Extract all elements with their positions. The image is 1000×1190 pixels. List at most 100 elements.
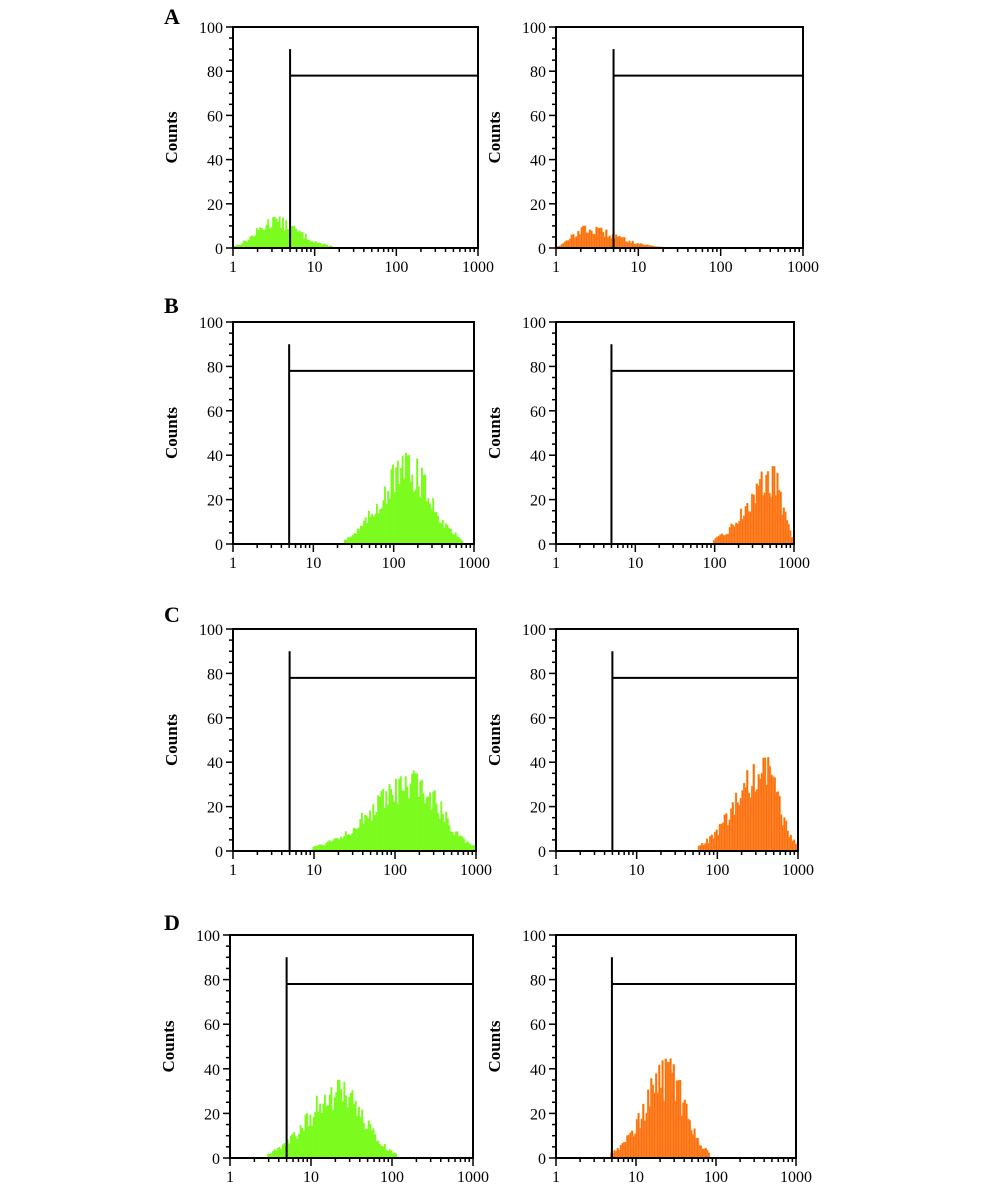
- histogram-bar: [369, 810, 371, 851]
- histogram-bar: [355, 533, 358, 544]
- histogram-bar: [304, 1114, 307, 1158]
- x-tick-label: 1: [552, 259, 560, 276]
- histogram-bar: [325, 1106, 328, 1158]
- histogram-bar: [250, 235, 253, 248]
- histogram-bar: [429, 792, 431, 851]
- histogram-bar: [336, 1079, 339, 1158]
- histogram-a-green: 0 20 40 60 80 100 1 10 100 1000 Counts: [162, 20, 494, 276]
- histogram-bar: [443, 822, 446, 851]
- histogram-bars-a-green: [233, 216, 333, 248]
- y-tick-label: 40: [204, 1062, 220, 1079]
- histogram-bars-b-green: [343, 452, 464, 544]
- y-tick-label: 80: [207, 666, 223, 683]
- y-axis-title: Counts: [485, 714, 504, 766]
- histogram-bar: [339, 836, 342, 851]
- histogram-bar: [432, 498, 435, 544]
- histogram-bar: [430, 809, 433, 851]
- histogram-bar: [340, 1089, 343, 1158]
- histogram-bar: [358, 529, 361, 544]
- y-tick-label: 0: [538, 241, 546, 258]
- histogram-bar: [354, 828, 357, 851]
- histogram-bar: [448, 825, 451, 851]
- histogram-bar: [320, 844, 323, 851]
- histogram-bar: [422, 475, 425, 544]
- histogram-bar: [373, 814, 376, 851]
- x-tick-label: 100: [704, 1169, 728, 1186]
- histogram-bar: [463, 838, 465, 851]
- histogram-bar: [306, 239, 309, 248]
- histogram-bar: [343, 836, 346, 851]
- histogram-bar: [345, 539, 348, 544]
- histogram-bar: [438, 818, 441, 851]
- histogram-bar: [237, 245, 240, 248]
- histogram-bar: [282, 217, 284, 248]
- histogram-bar: [333, 838, 336, 851]
- x-tick-label: 10: [627, 555, 643, 572]
- row-label-a: A: [164, 4, 180, 29]
- row-label-d: D: [164, 910, 180, 935]
- histogram-bar: [372, 804, 375, 851]
- histogram-bar: [335, 837, 337, 851]
- y-tick-label: 40: [530, 448, 546, 465]
- histogram-bar: [304, 233, 307, 248]
- histogram-bar: [329, 245, 332, 248]
- x-tick-label: 1000: [780, 1169, 812, 1186]
- row-label-b: B: [164, 293, 179, 318]
- y-tick-label: 20: [530, 197, 546, 214]
- histogram-d-green: 0 20 40 60 80 100 1 10 100 1000 Counts: [159, 928, 489, 1186]
- histogram-bar: [242, 240, 245, 248]
- histogram-bar: [260, 228, 263, 248]
- histogram-bar: [416, 773, 418, 851]
- histogram-bar: [398, 778, 401, 851]
- y-tick-label: 60: [207, 711, 223, 728]
- histogram-bar: [298, 230, 301, 248]
- histogram-bar: [362, 823, 365, 851]
- histogram-bar: [273, 1149, 276, 1158]
- histogram-bar: [290, 226, 293, 248]
- histogram-bar: [346, 834, 349, 851]
- histogram-bar: [393, 1152, 396, 1158]
- histogram-bar: [338, 1079, 341, 1158]
- y-axis-title: Counts: [485, 111, 504, 163]
- histogram-bars-a-orange: [555, 225, 662, 249]
- histogram-bar: [272, 217, 275, 248]
- histogram-bar: [438, 522, 441, 544]
- y-axis-title: Counts: [485, 407, 504, 459]
- histogram-bar: [372, 516, 375, 544]
- histogram-bar: [388, 784, 391, 851]
- histogram-bar: [375, 812, 378, 851]
- histogram-bar: [467, 842, 470, 851]
- y-axis-title: Counts: [162, 111, 181, 163]
- y-tick-label: 100: [199, 20, 223, 37]
- histogram-bar: [343, 1081, 346, 1158]
- histogram-bar: [429, 503, 431, 544]
- histogram-bar: [323, 845, 326, 851]
- histogram-bar: [325, 842, 328, 851]
- y-tick-label: 0: [212, 1151, 220, 1168]
- plot-frame: [232, 321, 475, 545]
- histogram-bar: [306, 1113, 309, 1158]
- histogram-bar: [267, 1153, 270, 1158]
- histogram-bars-d-orange: [610, 1058, 711, 1159]
- histogram-bar: [425, 797, 428, 851]
- y-tick-label: 80: [530, 973, 546, 990]
- histogram-bar: [424, 803, 427, 851]
- histogram-bar: [257, 230, 260, 248]
- histogram-bars-d-green: [267, 1079, 398, 1158]
- histogram-bar: [345, 1095, 347, 1158]
- histogram-bar: [286, 228, 289, 248]
- y-tick-label: 0: [538, 537, 546, 554]
- histogram-bar: [333, 1097, 336, 1158]
- histogram-bar: [307, 1126, 310, 1158]
- y-tick-label: 60: [530, 108, 546, 125]
- histogram-bar: [351, 535, 354, 544]
- x-tick-label: 1: [229, 555, 237, 572]
- histogram-bar: [385, 1149, 388, 1158]
- histogram-bar: [255, 228, 258, 248]
- plot-frame: [555, 26, 804, 249]
- histogram-bar: [375, 1140, 378, 1158]
- histogram-bar: [336, 838, 339, 851]
- histogram-bar: [343, 539, 346, 544]
- x-tick-label: 10: [305, 555, 321, 572]
- x-tick-label: 100: [709, 259, 733, 276]
